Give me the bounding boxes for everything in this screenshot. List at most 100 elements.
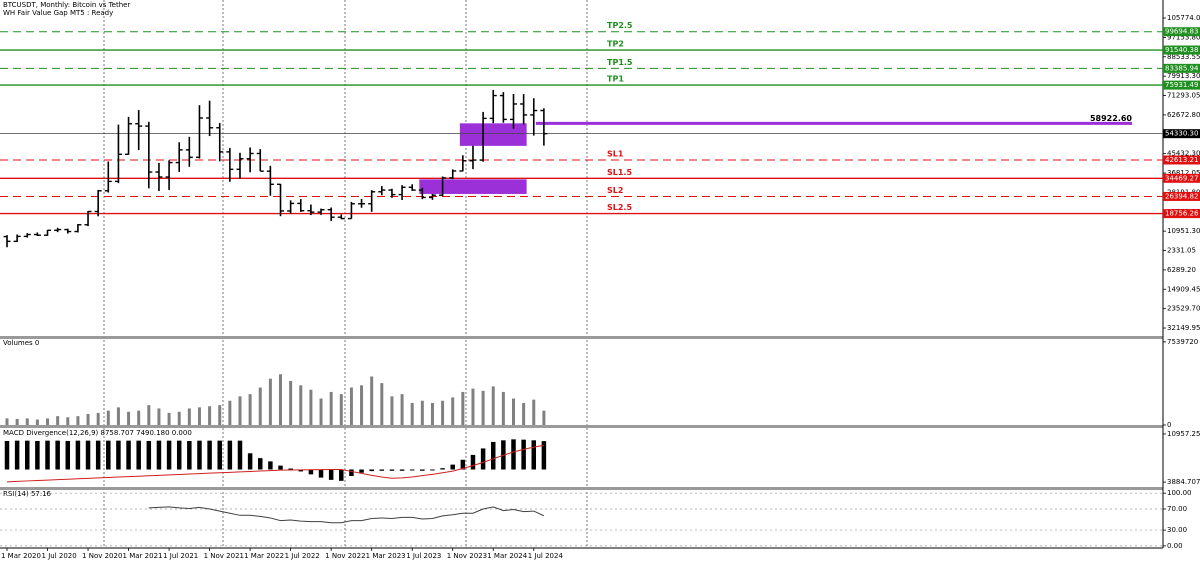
volume-bar xyxy=(5,418,9,425)
macd-bar xyxy=(217,440,222,470)
macd-bar xyxy=(420,469,425,471)
volume-bar xyxy=(370,376,374,425)
macd-bar xyxy=(35,440,40,470)
pane-title: MACD Divergence(12,26,9) 8758.707 7490.1… xyxy=(3,429,192,437)
macd-bar xyxy=(521,439,526,470)
volume-bar xyxy=(248,394,252,425)
y-tick-label: 2331.05 xyxy=(1167,247,1196,255)
volume-bar xyxy=(187,408,191,425)
volume-bar xyxy=(339,394,343,425)
macd-bar xyxy=(85,440,91,470)
y-tick-label: 3884.707 xyxy=(1167,478,1200,486)
volume-bar xyxy=(106,410,110,425)
level-label: SL2 xyxy=(607,186,623,195)
volume-bar xyxy=(116,407,120,425)
ohlc-bar xyxy=(3,235,11,248)
y-tick-label: 32149.95 xyxy=(1167,324,1200,332)
y-tick-label: 14909.45 xyxy=(1167,285,1200,293)
last-price-label: 54330.30 xyxy=(1165,130,1198,138)
y-tick-label: 70.00 xyxy=(1167,505,1187,513)
x-tick-label: 1 Mar 2020 xyxy=(1,552,41,560)
macd-bar xyxy=(207,440,212,470)
level-price-label: 42613.21 xyxy=(1165,156,1198,164)
macd-bar xyxy=(237,440,243,470)
ohlc-bar xyxy=(337,214,345,220)
x-tick-label: 1 Mar 2021 xyxy=(123,552,163,560)
ohlc-bar xyxy=(104,161,112,193)
level-label: TP2.5 xyxy=(607,21,633,30)
ohlc-bar xyxy=(13,234,21,243)
volume-bar xyxy=(258,387,262,425)
level-label: SL1 xyxy=(607,149,624,158)
macd-bar xyxy=(480,448,486,470)
volume-bar xyxy=(197,407,201,425)
level-price-label: 99694.83 xyxy=(1165,28,1198,36)
macd-bar xyxy=(247,453,253,470)
ohlc-bar xyxy=(236,152,244,179)
ohlc-bar xyxy=(510,93,517,129)
macd-bar xyxy=(470,454,476,470)
ohlc-bar xyxy=(155,162,163,192)
y-tick-label: 36812.05 xyxy=(1167,169,1200,177)
macd-bar xyxy=(227,440,233,470)
y-tick-label: 62672.80 xyxy=(1167,111,1200,119)
volume-bar xyxy=(329,391,333,425)
ohlc-bar xyxy=(175,142,183,172)
volume-bar xyxy=(157,408,161,425)
pane-title: RSI(14) 57.16 xyxy=(3,490,52,498)
macd-bar xyxy=(55,440,60,470)
ohlc-bar xyxy=(226,147,234,182)
pane-separators xyxy=(0,336,1163,490)
y-tick-label: 45432.30 xyxy=(1167,150,1200,158)
level-price-box xyxy=(1163,80,1200,90)
level-price-box xyxy=(1163,173,1200,183)
x-tick-label: 1 Jul 2020 xyxy=(42,552,77,560)
volume-bar xyxy=(491,386,495,425)
ohlc-bar xyxy=(398,185,406,201)
y-tick-label: 6289.20 xyxy=(1167,266,1196,274)
volume-bar xyxy=(451,397,455,425)
level-label: TP1.5 xyxy=(607,58,633,67)
y-tick-label: 105774.05 xyxy=(1167,14,1200,22)
volume-bar xyxy=(66,417,70,425)
x-tick-label: 1 Nov 2021 xyxy=(204,552,244,560)
volume-bar xyxy=(147,405,151,425)
macd-bar xyxy=(369,469,374,472)
level-label: TP1 xyxy=(607,75,624,84)
volume-bar xyxy=(35,419,39,425)
macd-bar xyxy=(4,440,10,470)
y-tick-label: 97153.80 xyxy=(1167,33,1200,41)
ohlc-bar xyxy=(439,176,447,197)
volume-bar xyxy=(279,374,283,425)
y-tick-label: 79913.30 xyxy=(1167,72,1200,80)
volume-bar xyxy=(461,391,465,425)
volume-bar xyxy=(481,390,485,425)
rsi-line xyxy=(148,506,545,524)
ohlc-bar xyxy=(125,116,133,156)
level-price-box xyxy=(1163,27,1200,37)
x-tick-label: 1 Jul 2024 xyxy=(528,552,564,560)
ohlc-bar xyxy=(489,89,497,124)
macd-bar xyxy=(126,440,131,470)
x-tick-label: 1 Nov 2023 xyxy=(447,552,487,560)
x-tick-label: 1 Mar 2023 xyxy=(366,552,406,560)
macd-bar xyxy=(389,469,395,471)
volume-bar xyxy=(268,378,272,425)
macd-bar xyxy=(14,440,20,470)
macd-bar xyxy=(308,469,314,475)
ohlc-bar xyxy=(358,199,366,208)
macd-bar xyxy=(146,440,152,470)
ohlc-bar xyxy=(449,169,457,180)
macd-bar xyxy=(379,469,385,471)
macd-bar xyxy=(45,440,50,470)
volume-bar xyxy=(299,385,303,425)
level-price-label: 83385.94 xyxy=(1165,64,1199,72)
volume-bar xyxy=(46,418,50,425)
volume-bar xyxy=(25,418,29,425)
macd-bar xyxy=(106,440,111,470)
level-price-label: 34469.27 xyxy=(1165,174,1198,182)
y-tick-label: 88533.55 xyxy=(1167,53,1200,61)
volume-bar xyxy=(471,388,475,425)
volume-bar xyxy=(208,406,212,425)
fvg-zone xyxy=(459,123,527,146)
